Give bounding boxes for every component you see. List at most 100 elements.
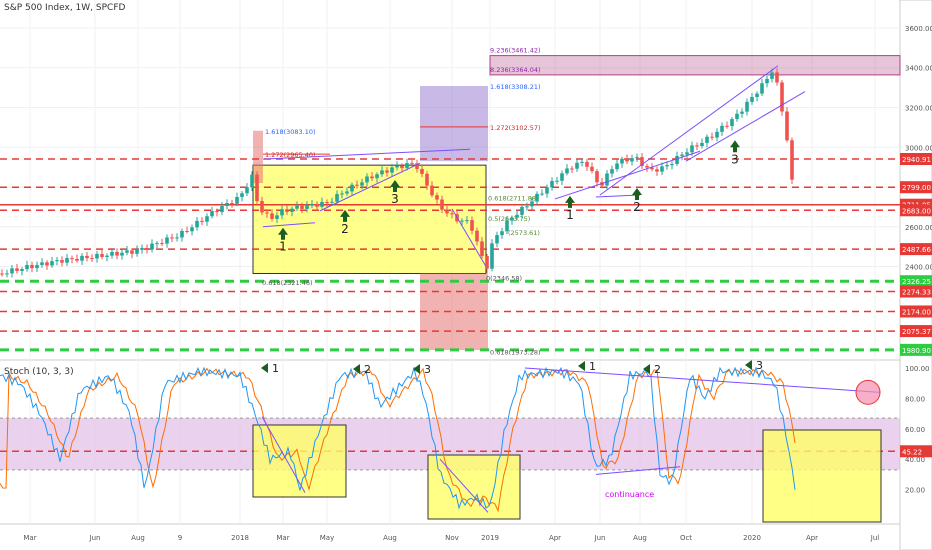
level-tag xyxy=(900,305,932,318)
stoch-yellow-box xyxy=(427,454,521,520)
candle-body xyxy=(540,193,544,195)
candle-body xyxy=(235,196,239,204)
x-tick-label: Jun xyxy=(89,534,101,542)
stoch-yellow-box xyxy=(762,429,882,523)
fib-label: 0.618(2321.46) xyxy=(262,279,313,287)
stoch-wave-arrow-icon xyxy=(261,363,268,373)
fib-target-box xyxy=(420,86,488,162)
stoch-k-line xyxy=(0,366,796,510)
candle-body xyxy=(660,166,664,172)
candle-body xyxy=(770,72,774,79)
candle-body xyxy=(615,163,619,170)
candle-body xyxy=(695,145,699,147)
wave-label: 1 xyxy=(279,240,287,254)
candle-body xyxy=(110,251,114,256)
candle-body xyxy=(610,169,614,174)
candle-body xyxy=(765,78,769,84)
candle-body xyxy=(260,201,264,213)
level-tag-label: 2487.66 xyxy=(902,246,931,254)
x-tick-label: Aug xyxy=(131,534,145,542)
stoch-level-tag-label: 45.22 xyxy=(902,448,922,456)
x-tick-label: May xyxy=(320,534,334,542)
level-tag-label: 2326.25 xyxy=(902,278,931,286)
wave-label: 3 xyxy=(391,192,399,206)
x-tick-label: Aug xyxy=(383,534,397,542)
candle-body xyxy=(340,193,344,195)
candle-body xyxy=(535,193,539,202)
candle-body xyxy=(75,258,79,261)
wave-arrow-icon xyxy=(390,180,400,193)
candle-body xyxy=(105,255,109,257)
candle-body xyxy=(30,264,34,269)
candle-body xyxy=(115,251,119,256)
wave-arrow-icon xyxy=(730,140,740,153)
candle-body xyxy=(145,247,149,250)
candle-body xyxy=(265,212,269,214)
stoch-wave-label: 1 xyxy=(272,362,279,375)
wave-label: 1 xyxy=(566,208,574,222)
candle-body xyxy=(545,187,549,194)
candle-body xyxy=(85,255,89,259)
level-tag xyxy=(900,204,932,217)
x-tick-label: Mar xyxy=(276,534,289,542)
candle-body xyxy=(720,125,724,132)
candle-body xyxy=(410,163,414,165)
level-tag xyxy=(900,153,932,166)
stoch-wave-arrow-icon xyxy=(413,364,420,374)
candle-body xyxy=(595,171,599,183)
wave-label: 2 xyxy=(633,200,641,214)
candle-body xyxy=(285,209,289,212)
fib-label: 0.618(2711.88) xyxy=(488,195,539,203)
candle-body xyxy=(445,209,449,214)
candle-body xyxy=(385,170,389,173)
candle-body xyxy=(205,216,209,222)
level-tag xyxy=(900,285,932,298)
candle-body xyxy=(395,165,399,168)
candle-body xyxy=(715,131,719,138)
candle-body xyxy=(550,180,554,188)
candle-body xyxy=(570,168,574,170)
candle-body xyxy=(345,191,349,194)
candle-body xyxy=(590,166,594,172)
x-tick-label: Jun xyxy=(594,534,606,542)
candle-body xyxy=(585,161,589,167)
stoch-wave-arrow-icon xyxy=(578,361,585,371)
candle-body xyxy=(230,203,234,205)
wave-arrow-icon xyxy=(565,195,575,208)
candle-body xyxy=(305,204,309,209)
yellow-box-2018 xyxy=(252,164,487,274)
level-tag-label: 2683.00 xyxy=(902,207,931,215)
candle-body xyxy=(65,258,69,263)
candle-body xyxy=(605,173,609,186)
candle-body xyxy=(295,205,299,209)
candle-body xyxy=(0,273,4,275)
candle-body xyxy=(95,253,99,259)
candle-body xyxy=(270,213,274,219)
candle-body xyxy=(785,111,789,141)
candle-body xyxy=(495,235,499,244)
stoch-y-tick: 80.00 xyxy=(905,395,925,403)
candle-body xyxy=(330,201,334,203)
candle-body xyxy=(780,82,784,112)
candle-body xyxy=(670,164,674,166)
trend-line xyxy=(319,162,421,212)
stoch-divergence-line xyxy=(439,458,489,513)
x-tick-label: 9 xyxy=(178,534,182,542)
candle-body xyxy=(405,163,409,169)
stoch-y-tick: 40.00 xyxy=(905,456,925,464)
candle-body xyxy=(655,169,659,172)
candle-body xyxy=(485,256,489,269)
candle-body xyxy=(190,227,194,232)
trend-line xyxy=(262,222,316,228)
candle-body xyxy=(680,154,684,156)
candle-body xyxy=(215,211,219,213)
level-tag-label: 1980.90 xyxy=(902,347,931,355)
candle-body xyxy=(415,163,419,169)
stoch-highlight-circle xyxy=(855,379,881,405)
candle-body xyxy=(185,230,189,232)
candle-body xyxy=(565,168,569,174)
fib-label: 0.618(1973.28) xyxy=(490,348,541,356)
candle-body xyxy=(195,220,199,228)
level-tag-label: 2075.37 xyxy=(902,328,931,336)
stoch-wave-label: 3 xyxy=(756,359,763,372)
